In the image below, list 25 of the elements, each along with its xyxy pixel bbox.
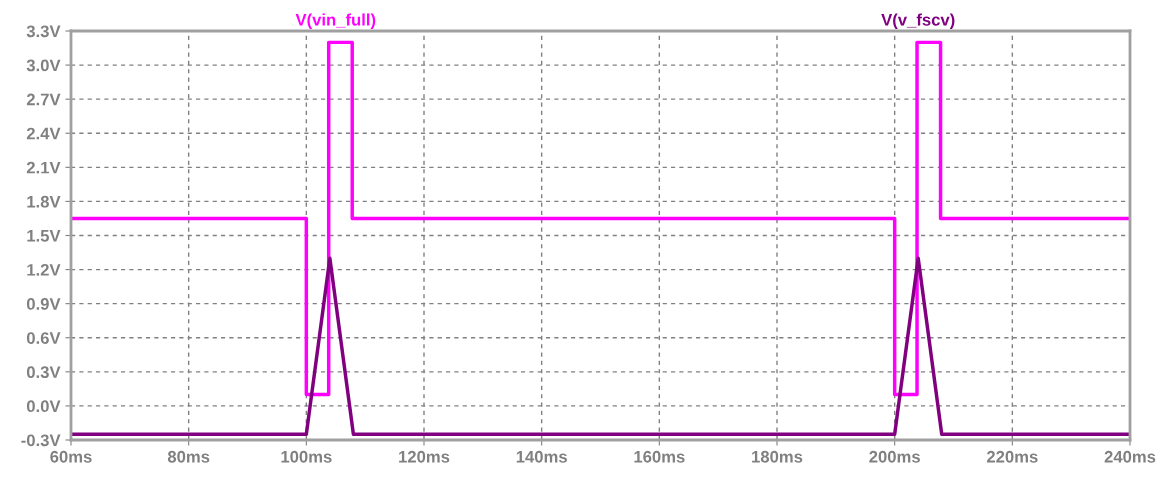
x-tick-label: 80ms	[167, 450, 210, 463]
y-tick-label: 1.2V	[27, 263, 61, 276]
y-tick-label: 1.5V	[27, 230, 61, 242]
x-tick-label: 240ms	[1104, 450, 1156, 463]
x-tick-label: 60ms	[50, 450, 92, 463]
y-tick-label: 2.4V	[26, 127, 61, 140]
y-tick-label: 2.7V	[26, 93, 61, 106]
y-tick-label: 0.0V	[26, 400, 61, 413]
y-tick-label: 0.9V	[26, 298, 61, 310]
x-tick-label: 180ms	[752, 450, 803, 463]
y-tick-label: 1.8V	[27, 195, 61, 208]
y-tick-label: -0.3V	[21, 434, 61, 447]
x-tick-label: 160ms	[634, 450, 685, 463]
y-tick-label: 3.0V	[26, 59, 61, 72]
series-label: V(vin_full)	[295, 13, 376, 29]
y-tick-label: 0.3V	[26, 366, 61, 379]
y-tick-label: 0.6V	[26, 332, 61, 344]
x-tick-label: 100ms	[281, 450, 332, 463]
text: V(v_fscv)	[881, 13, 955, 29]
x-tick-label: 120ms	[399, 450, 450, 463]
y-tick-label: 3.3V	[26, 25, 61, 38]
x-tick-label: 220ms	[986, 450, 1038, 463]
x-tick-label: 200ms	[869, 450, 920, 463]
y-tick-label: 2.1V	[26, 161, 61, 174]
x-tick-label: 140ms	[516, 450, 567, 463]
